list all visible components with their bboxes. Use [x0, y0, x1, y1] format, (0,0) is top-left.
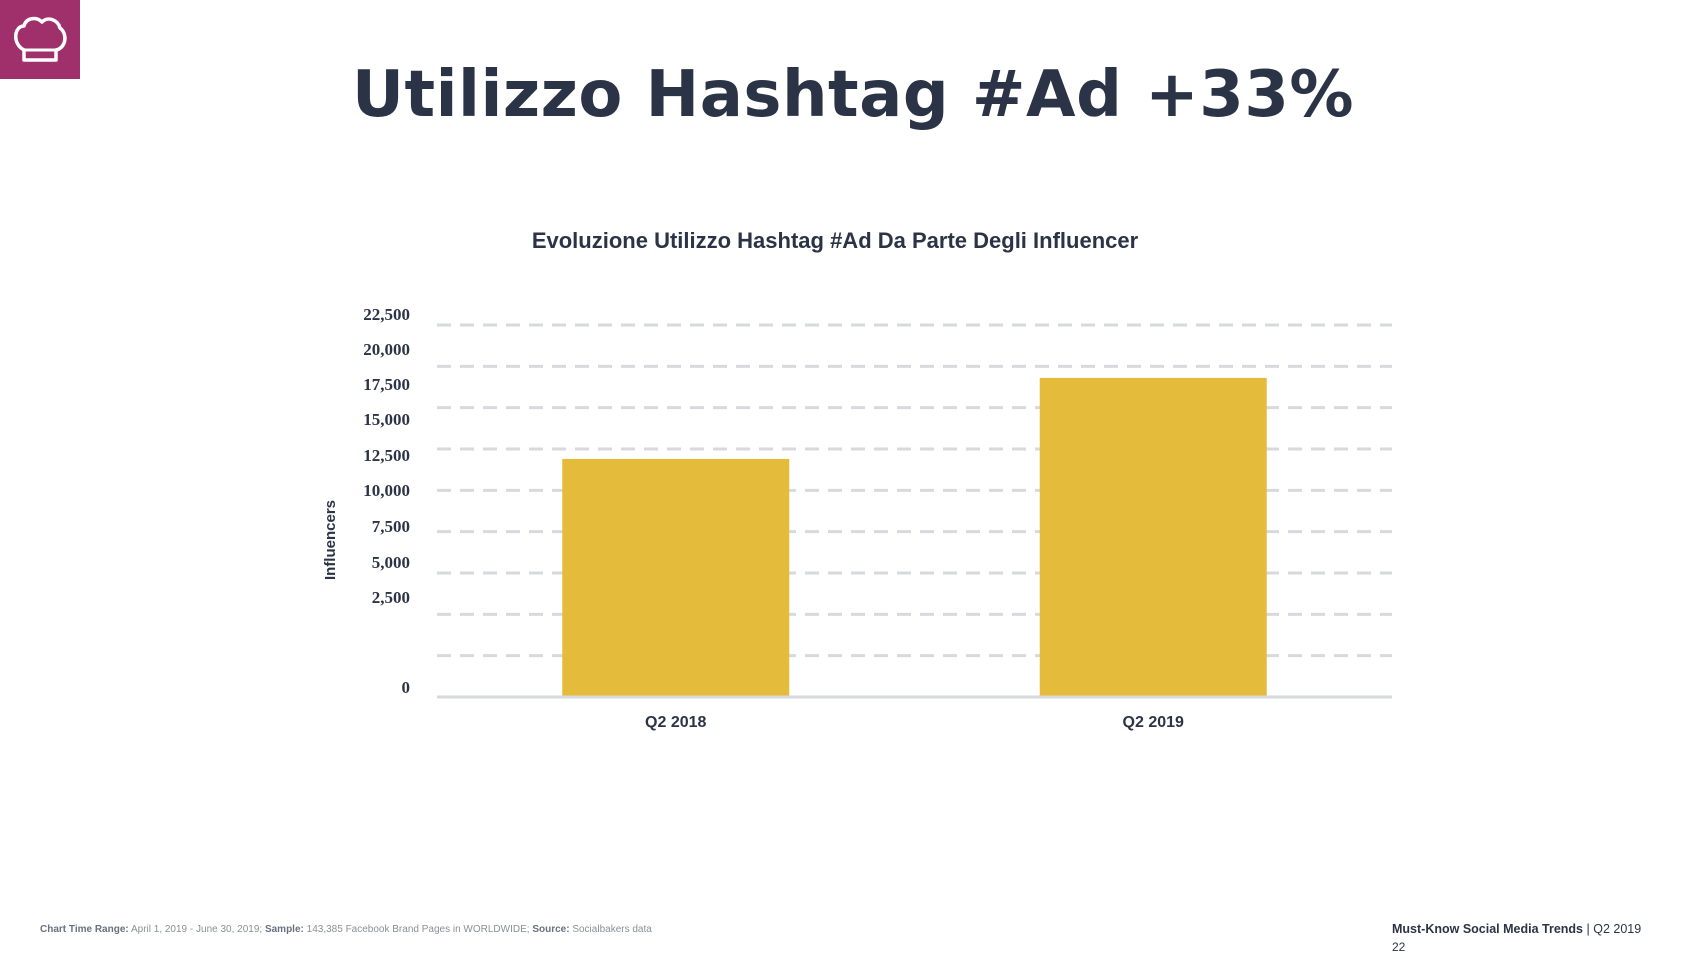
sample-label: Sample:: [264, 924, 304, 935]
chart-title: Evoluzione Utilizzo Hashtag #Ad Da Parte…: [531, 228, 1139, 253]
logo: [0, 0, 80, 79]
sample-value: 143,385 Facebook Brand Pages in WORLDWID…: [306, 924, 530, 935]
brand-name: Must-Know Social Media Trends: [1392, 922, 1583, 936]
y-tick-label: 5,000: [372, 553, 410, 572]
report-period: Q2 2019: [1593, 922, 1642, 936]
y-axis-label: Influencers: [322, 500, 339, 580]
range-value: April 1, 2019 - June 30, 2019;: [130, 924, 263, 935]
y-tick-label: 22,500: [363, 305, 410, 324]
y-tick-label: 15,000: [363, 410, 410, 429]
y-tick-label: 0: [402, 678, 411, 697]
bar-q2-2019: [1039, 377, 1267, 696]
footer-brand: Must-Know Social Media Trends | Q2 2019: [1392, 922, 1641, 936]
x-tick-label: Q2 2018: [645, 714, 706, 731]
page-title: Utilizzo Hashtag #Ad +33%: [352, 58, 1354, 132]
source-label: Source:: [532, 924, 570, 935]
y-tick-label: 7,500: [372, 517, 410, 536]
chef-hat-icon: [14, 16, 67, 62]
range-label: Chart Time Range:: [40, 924, 129, 935]
page-number: 22: [1392, 940, 1406, 954]
brand-separator: |: [1586, 922, 1590, 936]
y-tick-label: 2,500: [372, 588, 410, 607]
y-tick-label: 20,000: [363, 340, 410, 359]
bar-q2-2018: [562, 458, 790, 696]
source-value: Socialbakers data: [572, 924, 652, 935]
y-tick-label: 17,500: [363, 375, 410, 394]
y-tick-label: 12,500: [363, 446, 410, 465]
y-tick-label: 10,000: [363, 481, 410, 500]
footer-source-note: Chart Time Range: April 1, 2019 - June 3…: [40, 924, 652, 935]
x-tick-label: Q2 2019: [1123, 714, 1184, 731]
